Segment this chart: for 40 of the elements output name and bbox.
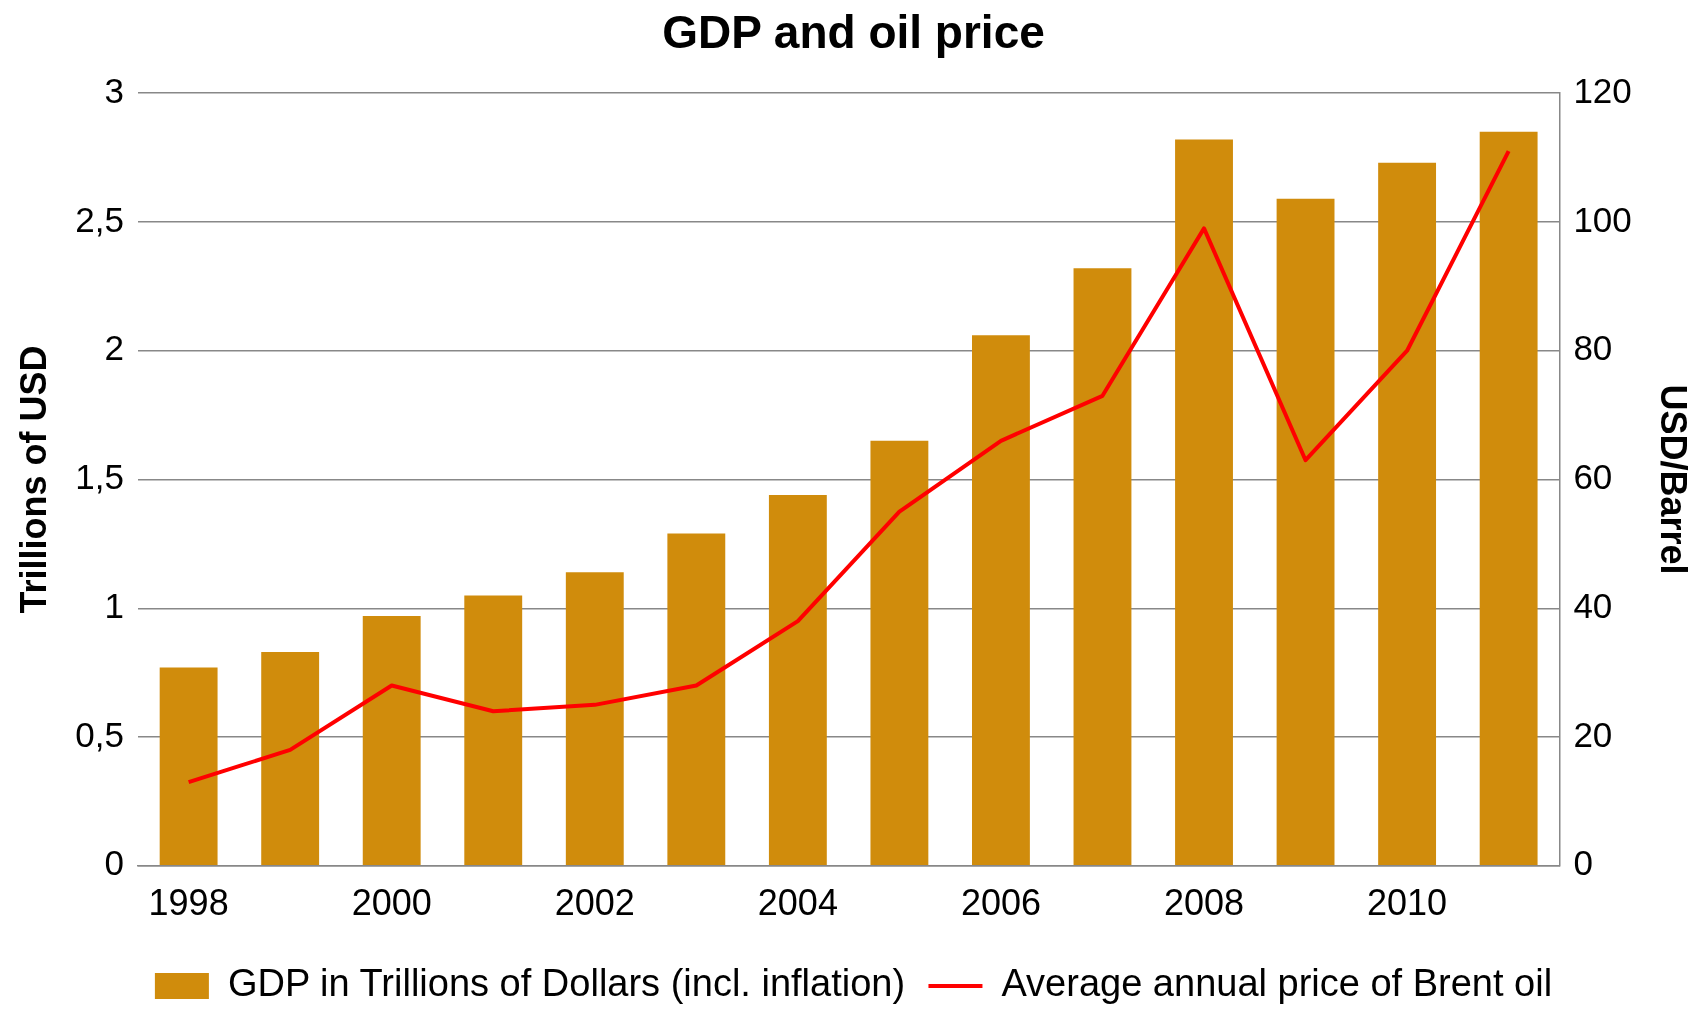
x-tick-label: 2004 [757,882,838,924]
y2-tick-label: 100 [1573,199,1632,239]
bar [768,494,827,866]
legend-label: Average annual price of Brent oil [1001,962,1553,1005]
x-tick-label: 2002 [554,882,635,924]
chart-title: GDP and oil price [662,6,1045,59]
y-tick-label: 2 [104,328,124,368]
bar [667,533,726,866]
x-tick-label: 2006 [960,882,1041,924]
bar [1073,268,1132,866]
bar [159,667,218,866]
y2-tick-label: 20 [1573,714,1613,754]
y-axis-title: Trillions of USD [12,345,54,614]
y-tick-label: 1,5 [75,457,124,497]
y-tick-label: 0,5 [75,714,124,754]
bar [362,615,421,866]
y2-tick-label: 80 [1573,328,1613,368]
y2-tick-label: 40 [1573,585,1613,625]
y2-tick-label: 0 [1573,843,1593,883]
bar [1378,162,1437,866]
x-tick-label: 2010 [1367,882,1448,924]
bar [1276,198,1335,866]
y-tick-label: 3 [104,70,124,110]
x-tick-label: 1998 [148,882,229,924]
x-tick-label: 2008 [1163,882,1245,924]
bar [870,440,929,866]
y-tick-label: 1 [104,585,124,625]
bar [1479,131,1538,866]
bar [261,652,320,866]
x-tick-label: 2000 [351,882,432,924]
y-tick-label: 0 [104,843,124,883]
bar [972,335,1030,866]
legend-label: GDP in Trillions of Dollars (incl. inflation) [227,962,906,1005]
y2-tick-label: 60 [1573,457,1613,497]
y2-axis-title: USD/Barrel [1653,384,1695,575]
bar [464,595,523,866]
bar [565,572,624,866]
y2-tick-label: 120 [1573,70,1632,110]
y-tick-label: 2,5 [75,199,124,239]
bar [1175,139,1233,866]
